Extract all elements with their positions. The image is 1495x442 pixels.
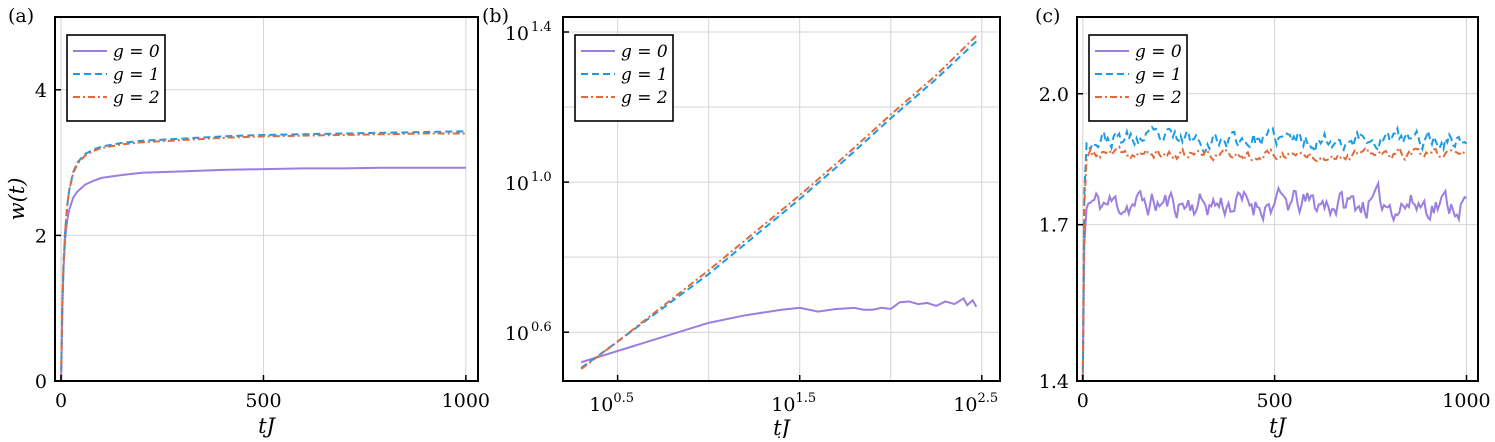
y-tick-exponent-1: 1.0 (531, 170, 552, 185)
series-line-0 (580, 297, 978, 364)
y-tick-exponent-2: 1.4 (531, 20, 552, 35)
x-axis-label: tJ (258, 414, 276, 438)
plot-frame (1076, 16, 1479, 382)
legend-entry-2: g = 2 (113, 88, 160, 108)
series-line-2 (580, 35, 978, 370)
x-tick-label-0: 100.5 (589, 391, 634, 416)
legend-entry-0: g = 0 (1135, 42, 1182, 62)
x-tick-label-1: 101.5 (771, 391, 816, 416)
series-line-1 (1081, 124, 1468, 382)
panel-c: 0 500 1000 1.4 1.7 2.0 tJ (c) g = 0 g = 1 g = 2 (1035, 5, 1491, 438)
legend-entry-1: g = 1 (1135, 65, 1182, 85)
x-tick-label-2: 1000 (1442, 390, 1490, 412)
legend-entry-2: g = 2 (621, 88, 668, 108)
panel-label: (a) (8, 5, 34, 27)
legend-entry-1: g = 1 (621, 65, 668, 85)
legend-box (574, 34, 674, 122)
series-line-1 (60, 130, 466, 382)
x-tick-label-2: 1000 (442, 390, 490, 412)
x-tick-label-2: 102.5 (953, 391, 998, 416)
legend-box (66, 34, 166, 122)
x-axis-label: tJ (1269, 414, 1287, 438)
series-line-1 (580, 40, 978, 369)
y-tick-label-1: 10 (505, 173, 529, 195)
x-tick-label-0: 0 (55, 390, 67, 412)
panel-a: 0 500 1000 0 2 4 tJ w(t) (a) g = 0 g = 1 g = 2 (5, 5, 490, 438)
legend-entry-0: g = 0 (113, 42, 160, 62)
y-tick-label-1: 1.7 (1039, 215, 1069, 237)
plot-frame (54, 16, 479, 382)
x-tick-label-1: 500 (1256, 390, 1292, 412)
series-line-2 (1081, 145, 1467, 382)
y-tick-label-0: 1.4 (1039, 371, 1069, 393)
y-tick-label-0: 0 (35, 371, 47, 393)
y-tick-exponent-0: 0.6 (531, 320, 552, 335)
panel-b: 100.5 101.5 102.510 0.610 1.010 1.4tJ(b)g = 0… (482, 5, 1001, 440)
legend-entry-2: g = 2 (1135, 88, 1182, 108)
legend-entry-0: g = 0 (621, 42, 668, 62)
y-tick-label-0: 10 (505, 323, 529, 345)
y-tick-label-2: 10 (505, 23, 529, 45)
legend-entry-1: g = 1 (113, 65, 160, 85)
x-tick-label-0: 0 (1077, 390, 1089, 412)
y-axis-label: w(t) (5, 178, 29, 221)
y-tick-label-1: 2 (35, 225, 47, 247)
panel-label: (b) (482, 5, 509, 27)
panel-label: (c) (1035, 5, 1060, 27)
plot-frame (562, 16, 1001, 382)
series-line-0 (1081, 179, 1467, 382)
y-tick-label-2: 2.0 (1039, 84, 1069, 106)
x-tick-label-1: 500 (245, 390, 281, 412)
legend-box (1088, 34, 1188, 122)
x-axis-label: tJ (773, 416, 791, 438)
y-tick-label-2: 4 (35, 80, 47, 102)
